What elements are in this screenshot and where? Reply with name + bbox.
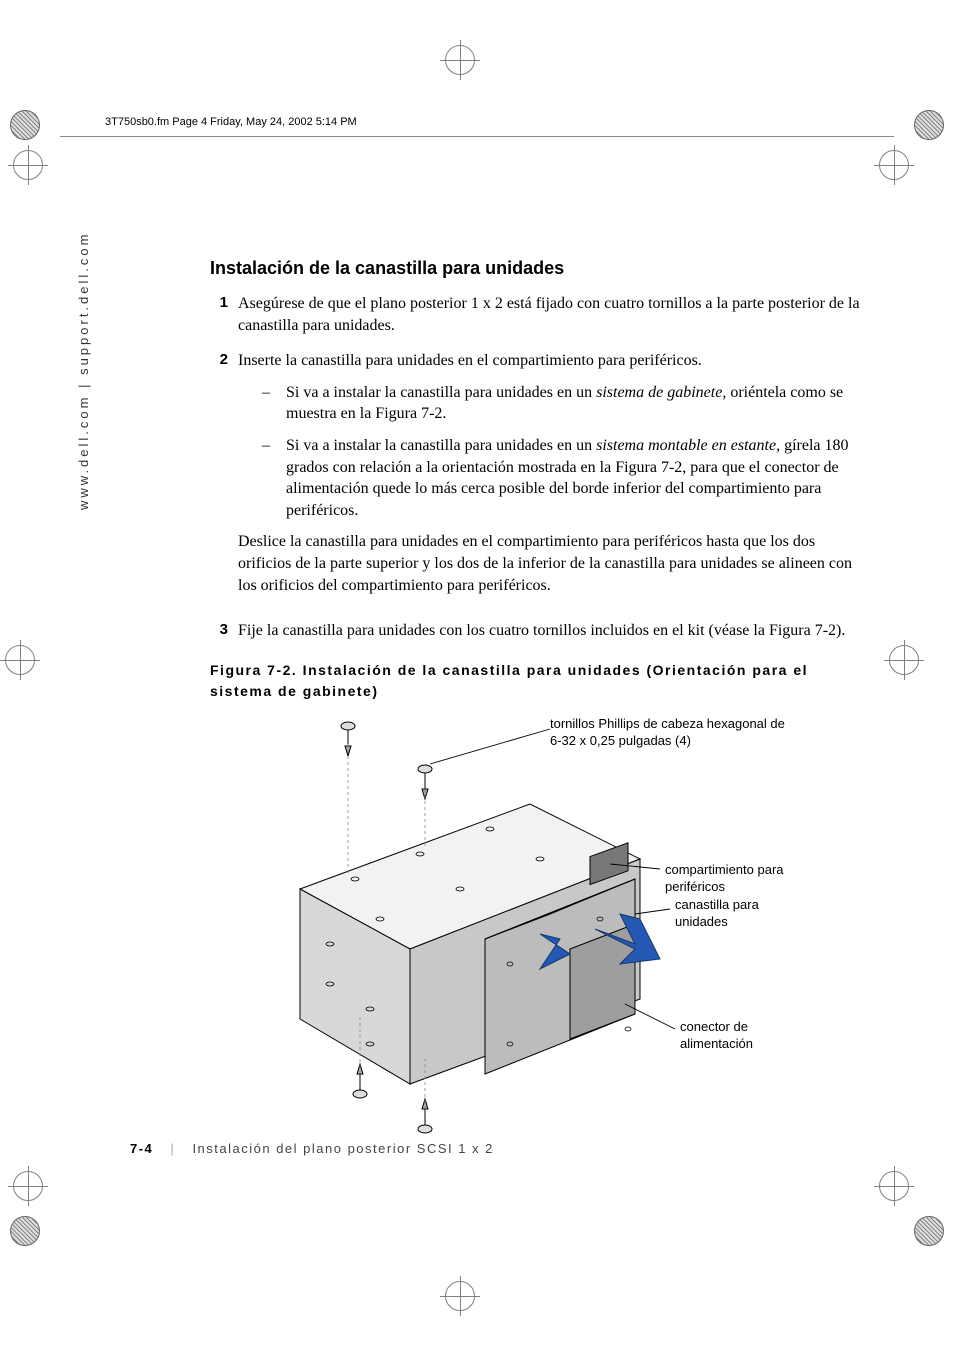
register-mark [874,1166,914,1206]
figure-caption: Figura 7-2. Instalación de la canastilla… [210,660,870,702]
callout-bay: compartimiento para periféricos [665,862,840,896]
step-text: Inserte la canastilla para unidades en e… [238,350,870,606]
crop-ornament [10,1216,40,1246]
drive-cage-diagram [240,714,840,1154]
callout-cage: canastilla para unidades [675,897,785,931]
step-text: Asegúrese de que el plano posterior 1 x … [238,293,870,336]
section-heading: Instalación de la canastilla para unidad… [210,258,870,279]
footer-title: Instalación del plano posterior SCSI 1 x… [192,1141,493,1156]
main-content: Instalación de la canastilla para unidad… [210,258,870,1154]
step-2: 2 Inserte la canastilla para unidades en… [210,350,870,606]
figure-7-2: tornillos Phillips de cabeza hexagonal d… [240,714,840,1154]
register-mark [440,1276,480,1316]
step-intro: Inserte la canastilla para unidades en e… [238,352,702,369]
sub-em: sistema de gabinete [596,384,722,401]
register-mark [874,145,914,185]
header-rule [60,136,894,137]
page-footer: 7-4 | Instalación del plano posterior SC… [130,1141,494,1156]
running-header: 3T750sb0.fm Page 4 Friday, May 24, 2002 … [105,116,357,128]
register-mark [440,40,480,80]
step-continuation: Deslice la canastilla para unidades en e… [238,531,870,596]
page-number: 7-4 [130,1141,153,1156]
dash: – [262,435,286,521]
callout-screws: tornillos Phillips de cabeza hexagonal d… [550,716,790,750]
callout-power: conector de alimentación [680,1019,790,1053]
step-number: 2 [210,350,238,606]
substep-2: – Si va a instalar la canastilla para un… [238,435,870,521]
register-mark [8,145,48,185]
step-3: 3 Fije la canastilla para unidades con l… [210,620,870,642]
step-text: Fije la canastilla para unidades con los… [238,620,870,642]
sub-pre: Si va a instalar la canastilla para unid… [286,384,596,401]
register-mark [884,640,924,680]
sub-em: sistema montable en estante [596,437,776,454]
dash: – [262,382,286,425]
crop-ornament [10,110,40,140]
register-mark [0,640,40,680]
footer-separator: | [170,1141,175,1156]
register-mark [8,1166,48,1206]
step-number: 1 [210,293,238,336]
sub-pre: Si va a instalar la canastilla para unid… [286,437,596,454]
crop-ornament [914,110,944,140]
step-1: 1 Asegúrese de que el plano posterior 1 … [210,293,870,336]
crop-ornament [914,1216,944,1246]
step-number: 3 [210,620,238,642]
substep-1: – Si va a instalar la canastilla para un… [238,382,870,425]
sidebar-urls: www.dell.com | support.dell.com [76,232,91,510]
